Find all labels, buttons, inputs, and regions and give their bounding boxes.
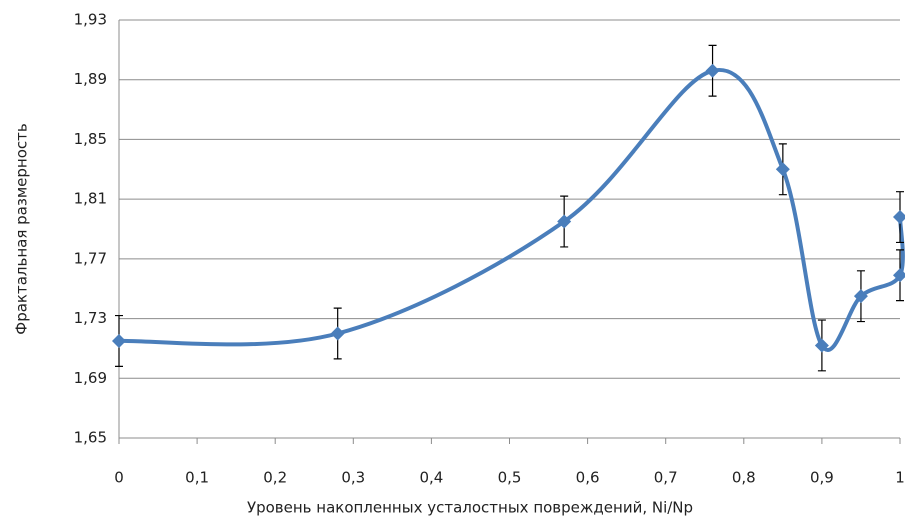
marker — [775, 162, 790, 177]
marker — [893, 210, 905, 225]
marker — [705, 63, 720, 78]
x-tick-label: 0,8 — [732, 469, 756, 487]
marker — [112, 333, 126, 348]
marker — [814, 338, 829, 353]
x-tick-label: 0,5 — [498, 469, 522, 487]
y-tick-label: 1,69 — [74, 369, 107, 387]
series-line — [118, 67, 905, 352]
y-tick-label: 1,77 — [74, 249, 107, 267]
y-tick-label: 1,81 — [74, 190, 107, 208]
x-tick-label: 0,1 — [185, 469, 209, 487]
y-tick-label: 1,73 — [74, 309, 107, 327]
x-tick-label: 0,2 — [263, 469, 287, 487]
x-tick-label: 0 — [114, 469, 124, 487]
y-tick-label: 1,89 — [74, 70, 107, 88]
marker — [557, 214, 572, 229]
x-tick-label: 1 — [895, 469, 905, 487]
x-tick-label: 0,4 — [419, 469, 443, 487]
x-tick-label: 0,6 — [576, 469, 600, 487]
marker — [853, 289, 868, 304]
x-tick-label: 0,9 — [810, 469, 834, 487]
x-tick-label: 0,7 — [654, 469, 678, 487]
x-tick-label: 0,3 — [341, 469, 365, 487]
marker — [330, 326, 345, 341]
y-tick-label: 1,85 — [74, 130, 107, 148]
y-tick-label: 1,93 — [74, 11, 107, 29]
y-tick-label: 1,65 — [74, 429, 107, 447]
y-axis-title: Фрактальная размерность — [13, 123, 31, 334]
marker — [893, 268, 905, 283]
x-axis-title: Уровень накопленных усталостных поврежде… — [247, 499, 693, 517]
